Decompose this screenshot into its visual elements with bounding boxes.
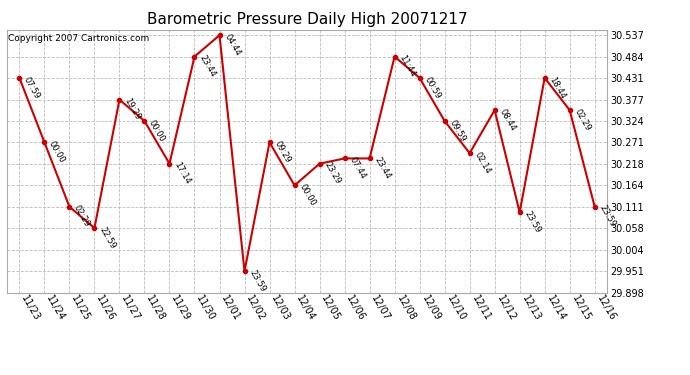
Text: 09:29: 09:29 — [273, 140, 292, 165]
Text: 19:29: 19:29 — [122, 97, 142, 122]
Text: 04:44: 04:44 — [222, 33, 242, 57]
Text: 02:29: 02:29 — [72, 204, 92, 229]
Text: 17:14: 17:14 — [172, 161, 192, 186]
Text: 00:00: 00:00 — [297, 183, 317, 208]
Text: 02:14: 02:14 — [473, 150, 492, 176]
Text: 22:59: 22:59 — [97, 225, 117, 251]
Text: 18:44: 18:44 — [547, 75, 567, 100]
Text: 11:44: 11:44 — [397, 54, 417, 79]
Text: 07:44: 07:44 — [347, 156, 367, 181]
Text: 00:00: 00:00 — [47, 140, 67, 165]
Text: 08:44: 08:44 — [497, 107, 517, 132]
Title: Barometric Pressure Daily High 20071217: Barometric Pressure Daily High 20071217 — [147, 12, 467, 27]
Text: 23:59: 23:59 — [247, 268, 267, 294]
Text: 23:29: 23:29 — [322, 161, 342, 186]
Text: 09:59: 09:59 — [447, 118, 467, 143]
Text: 00:59: 00:59 — [422, 75, 442, 100]
Text: 02:29: 02:29 — [573, 107, 592, 132]
Text: 23:59: 23:59 — [598, 204, 617, 229]
Text: 00:00: 00:00 — [147, 118, 167, 143]
Text: Copyright 2007 Cartronics.com: Copyright 2007 Cartronics.com — [8, 34, 149, 43]
Text: 07:59: 07:59 — [22, 75, 42, 100]
Text: 23:44: 23:44 — [373, 156, 392, 181]
Text: 23:59: 23:59 — [522, 210, 542, 235]
Text: 23:44: 23:44 — [197, 54, 217, 79]
